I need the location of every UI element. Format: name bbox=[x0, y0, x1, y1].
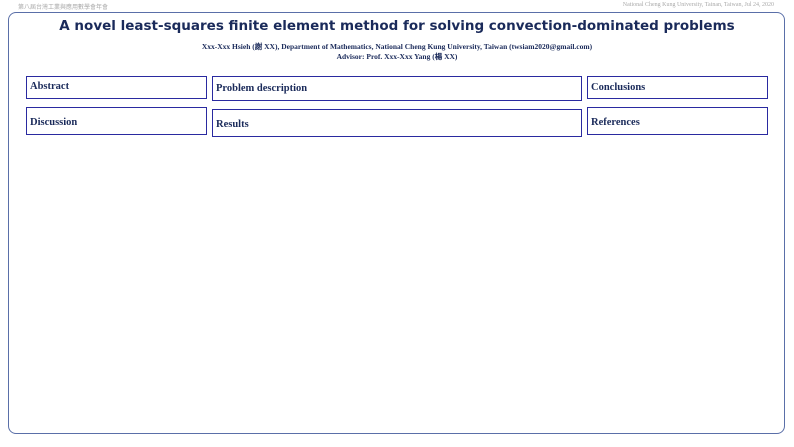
poster-title: A novel least-squares finite element met… bbox=[59, 18, 735, 34]
section-problem-description: Problem description bbox=[212, 76, 582, 101]
advisor-line: Advisor: Prof. Xxx-Xxx Yang (楊 XX) bbox=[336, 52, 458, 61]
conference-name: 第八屆台灣工業與應用數學會年會 bbox=[18, 5, 109, 11]
venue-date: National Cheng Kung University, Tainan, … bbox=[622, 2, 774, 8]
section-references: References bbox=[587, 107, 768, 135]
poster-frame bbox=[8, 12, 785, 434]
section-results: Results bbox=[212, 109, 582, 137]
author-line: Xxx-Xxx Hsieh (謝 XX), Department of Math… bbox=[201, 42, 593, 51]
section-abstract: Abstract bbox=[26, 76, 207, 99]
section-conclusions: Conclusions bbox=[587, 76, 768, 99]
section-discussion: Discussion bbox=[26, 107, 207, 135]
